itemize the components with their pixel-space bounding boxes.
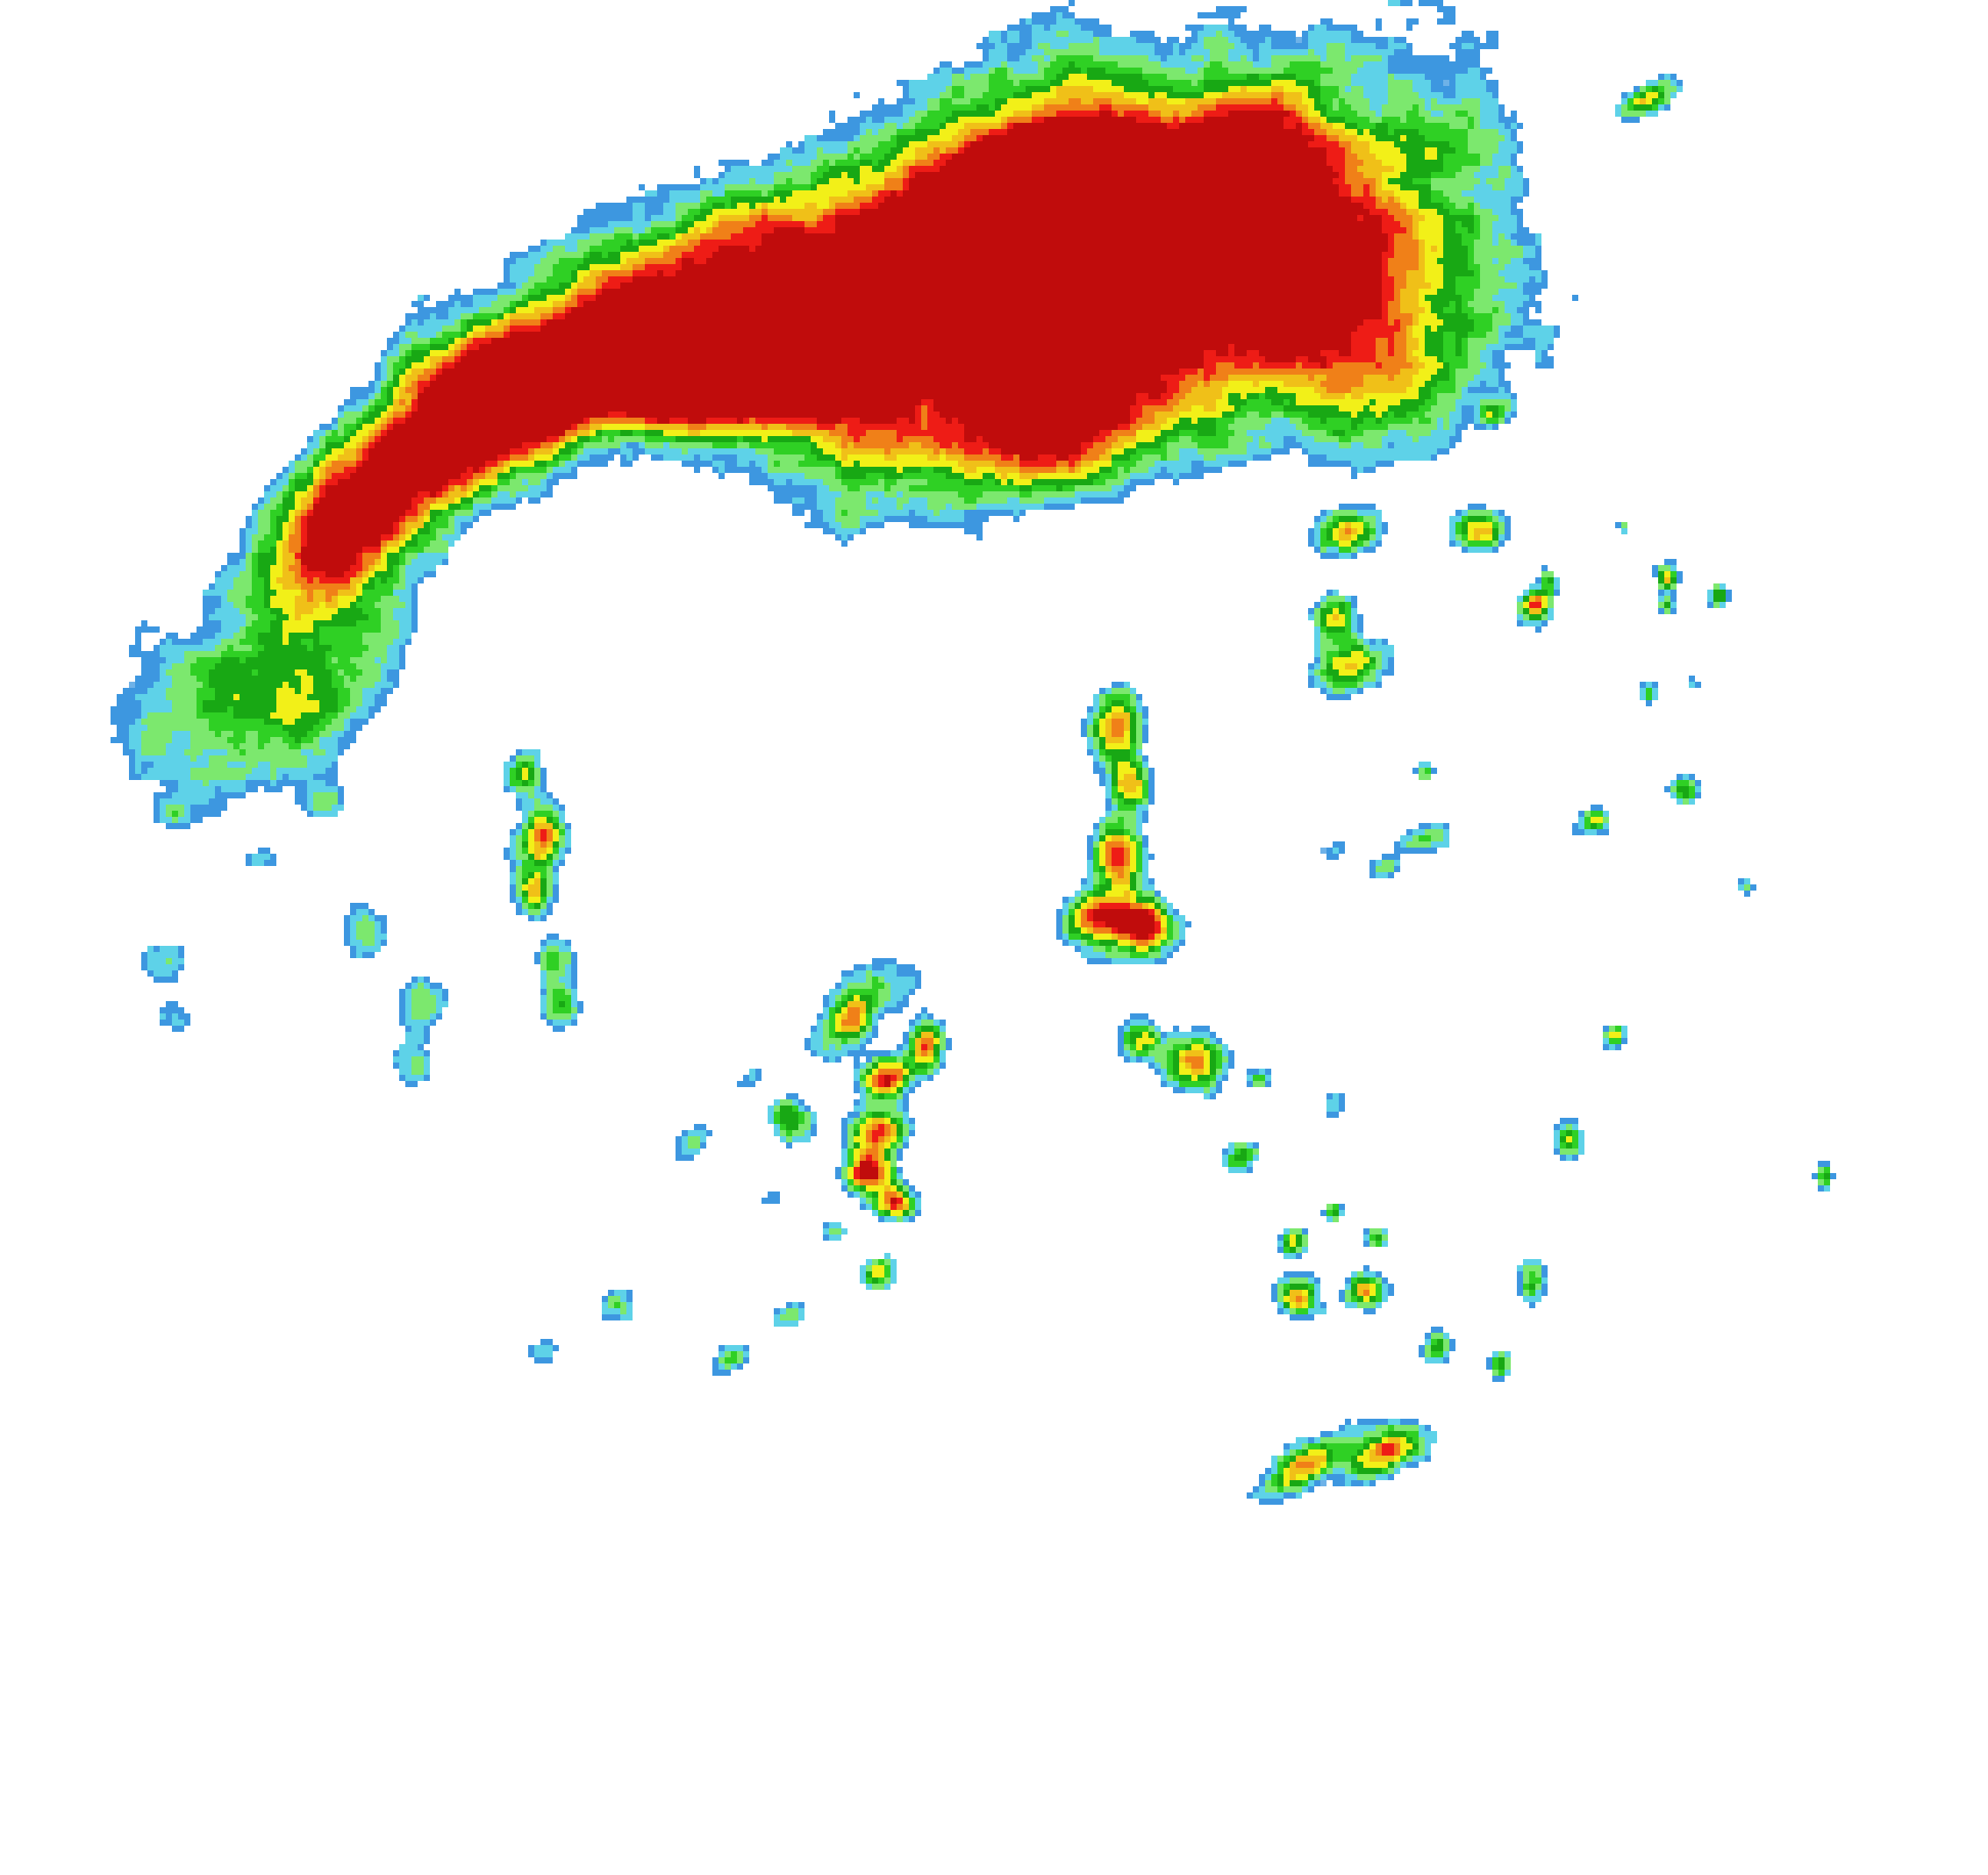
- radar-image-view: [0, 0, 1988, 1875]
- radar-reflectivity-canvas: [0, 0, 1988, 1875]
